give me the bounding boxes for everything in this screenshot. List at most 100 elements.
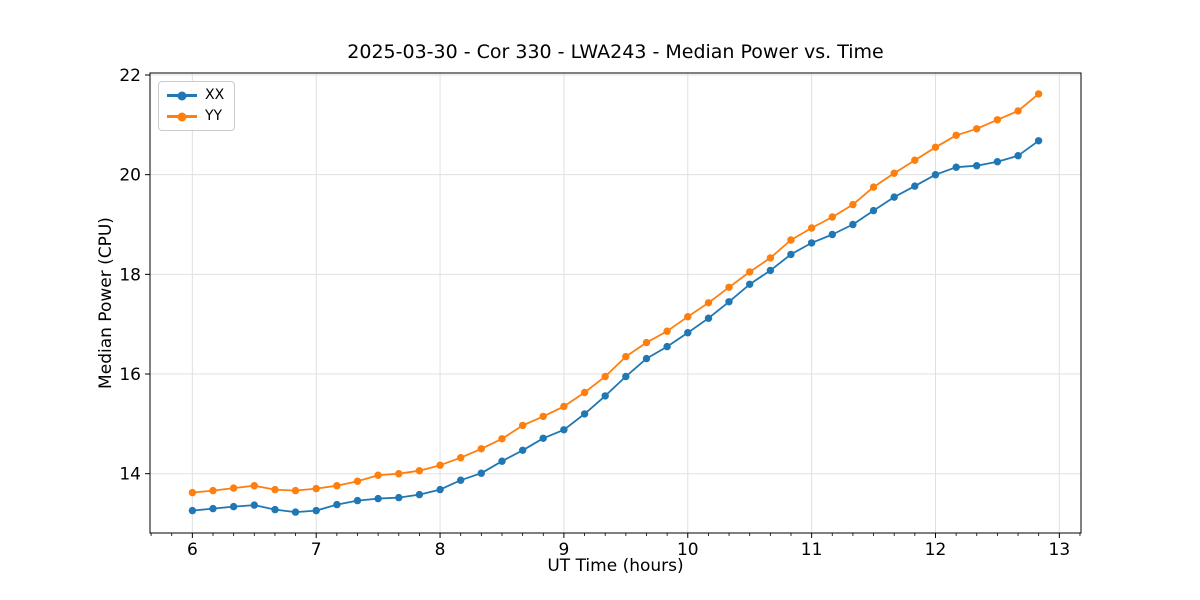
series-yy-marker: [519, 421, 527, 430]
series-xx-marker: [952, 163, 960, 171]
series-yy-marker: [807, 224, 816, 232]
series-xx-marker: [209, 504, 217, 513]
series-yy-marker: [746, 268, 754, 276]
series-yy-marker: [766, 254, 775, 262]
series-xx-marker: [498, 457, 506, 465]
series-yy-marker: [271, 485, 279, 494]
series-xx-line: [192, 140, 1040, 513]
x-tick-label: 9: [559, 540, 570, 560]
series-yy-line: [192, 93, 1040, 494]
x-tick-label: 12: [925, 540, 947, 560]
series-yy-marker: [436, 461, 444, 469]
series-xx-marker: [477, 469, 485, 477]
legend: XX YY: [158, 81, 236, 131]
series-yy-marker: [1014, 107, 1022, 115]
series-xx-marker: [684, 329, 692, 337]
legend-line-marker-yy-icon: [167, 112, 197, 121]
series-xx-marker: [291, 508, 300, 516]
series-yy-marker: [890, 169, 898, 177]
legend-dot-xx-icon: [177, 91, 187, 100]
series-xx-marker: [1014, 152, 1022, 160]
series-xx-marker: [457, 476, 465, 484]
series-xx-marker: [890, 193, 898, 201]
series-xx-marker: [869, 206, 878, 215]
x-tick-label: 6: [187, 540, 198, 560]
series-yy-marker: [993, 116, 1002, 124]
legend-line-marker-xx-icon: [167, 91, 197, 100]
legend-item-xx: XX: [167, 87, 224, 104]
legend-label-yy: YY: [205, 108, 223, 124]
series-yy-marker: [911, 156, 919, 164]
series-xx-marker: [725, 298, 733, 306]
series-xx-marker: [973, 162, 981, 170]
y-tick-label: 22: [119, 66, 141, 86]
series-yy-marker: [209, 486, 217, 495]
series-yy-marker: [601, 372, 609, 381]
y-tick-label: 18: [119, 265, 141, 285]
series-xx-marker: [746, 280, 754, 288]
x-tick-label: 7: [311, 540, 322, 560]
series-yy-marker: [250, 482, 258, 490]
y-tick-label: 16: [119, 365, 141, 385]
series-yy-marker: [353, 477, 362, 485]
axes-spines: [149, 72, 1082, 534]
series-yy-marker: [973, 125, 981, 133]
legend-item-yy: YY: [167, 108, 224, 125]
series-yy-marker: [291, 486, 300, 495]
series-xx-marker: [229, 502, 238, 511]
series-xx-marker: [663, 342, 671, 351]
legend-dot-yy-icon: [177, 112, 187, 121]
series-yy-marker: [725, 283, 733, 291]
series-yy-marker: [395, 470, 403, 478]
series-xx-marker: [931, 171, 940, 179]
y-tick-label: 14: [119, 465, 141, 485]
series-yy-marker: [684, 313, 692, 321]
series-xx-marker: [333, 500, 341, 509]
series-yy-marker: [869, 183, 878, 191]
series-xx-marker: [766, 266, 775, 275]
x-tick-label: 13: [1049, 540, 1071, 560]
series-xx-marker: [849, 220, 857, 229]
series-xx-marker: [993, 158, 1002, 166]
x-tick-label: 10: [677, 540, 699, 560]
x-tick-label: 8: [435, 540, 446, 560]
chart-title: 2025-03-30 - Cor 330 - LWA243 - Median P…: [347, 41, 884, 63]
series-xx-marker: [415, 490, 424, 499]
series-xx-marker: [787, 250, 795, 259]
series-xx-marker: [1034, 137, 1043, 145]
series-xx-marker: [271, 505, 279, 514]
series-yy-marker: [849, 200, 857, 209]
series-xx-marker: [601, 392, 609, 400]
series-yy-marker: [312, 484, 320, 493]
series-xx-marker: [188, 506, 197, 515]
legend-label-xx: XX: [205, 87, 225, 103]
series-yy-marker: [1034, 90, 1043, 98]
series-xx-marker: [580, 410, 589, 418]
series-xx-marker: [539, 434, 547, 442]
series-xx-marker: [911, 182, 919, 190]
y-tick-label: 20: [119, 166, 141, 186]
series-yy-marker: [539, 412, 547, 421]
series-xx-marker: [312, 506, 320, 515]
x-axis-label: UT Time (hours): [547, 556, 684, 576]
series-xx-marker: [436, 485, 444, 494]
series-yy-marker: [188, 488, 197, 497]
series-yy-marker: [828, 213, 836, 221]
series-xx-marker: [374, 494, 382, 503]
series-yy-marker: [952, 131, 960, 139]
series-yy-marker: [333, 482, 341, 490]
series-yy-marker: [787, 236, 795, 244]
series-yy-marker: [663, 327, 671, 335]
series-xx-marker: [807, 239, 816, 247]
series-yy-marker: [560, 402, 568, 411]
x-tick-label: 11: [801, 540, 823, 560]
series-yy-marker: [229, 484, 238, 492]
series-xx-marker: [622, 372, 630, 381]
series-yy-marker: [374, 471, 382, 479]
series-xx-marker: [395, 493, 403, 502]
series-yy-marker: [931, 143, 940, 151]
series-yy-marker: [457, 454, 465, 462]
series-xx-marker: [353, 496, 362, 505]
